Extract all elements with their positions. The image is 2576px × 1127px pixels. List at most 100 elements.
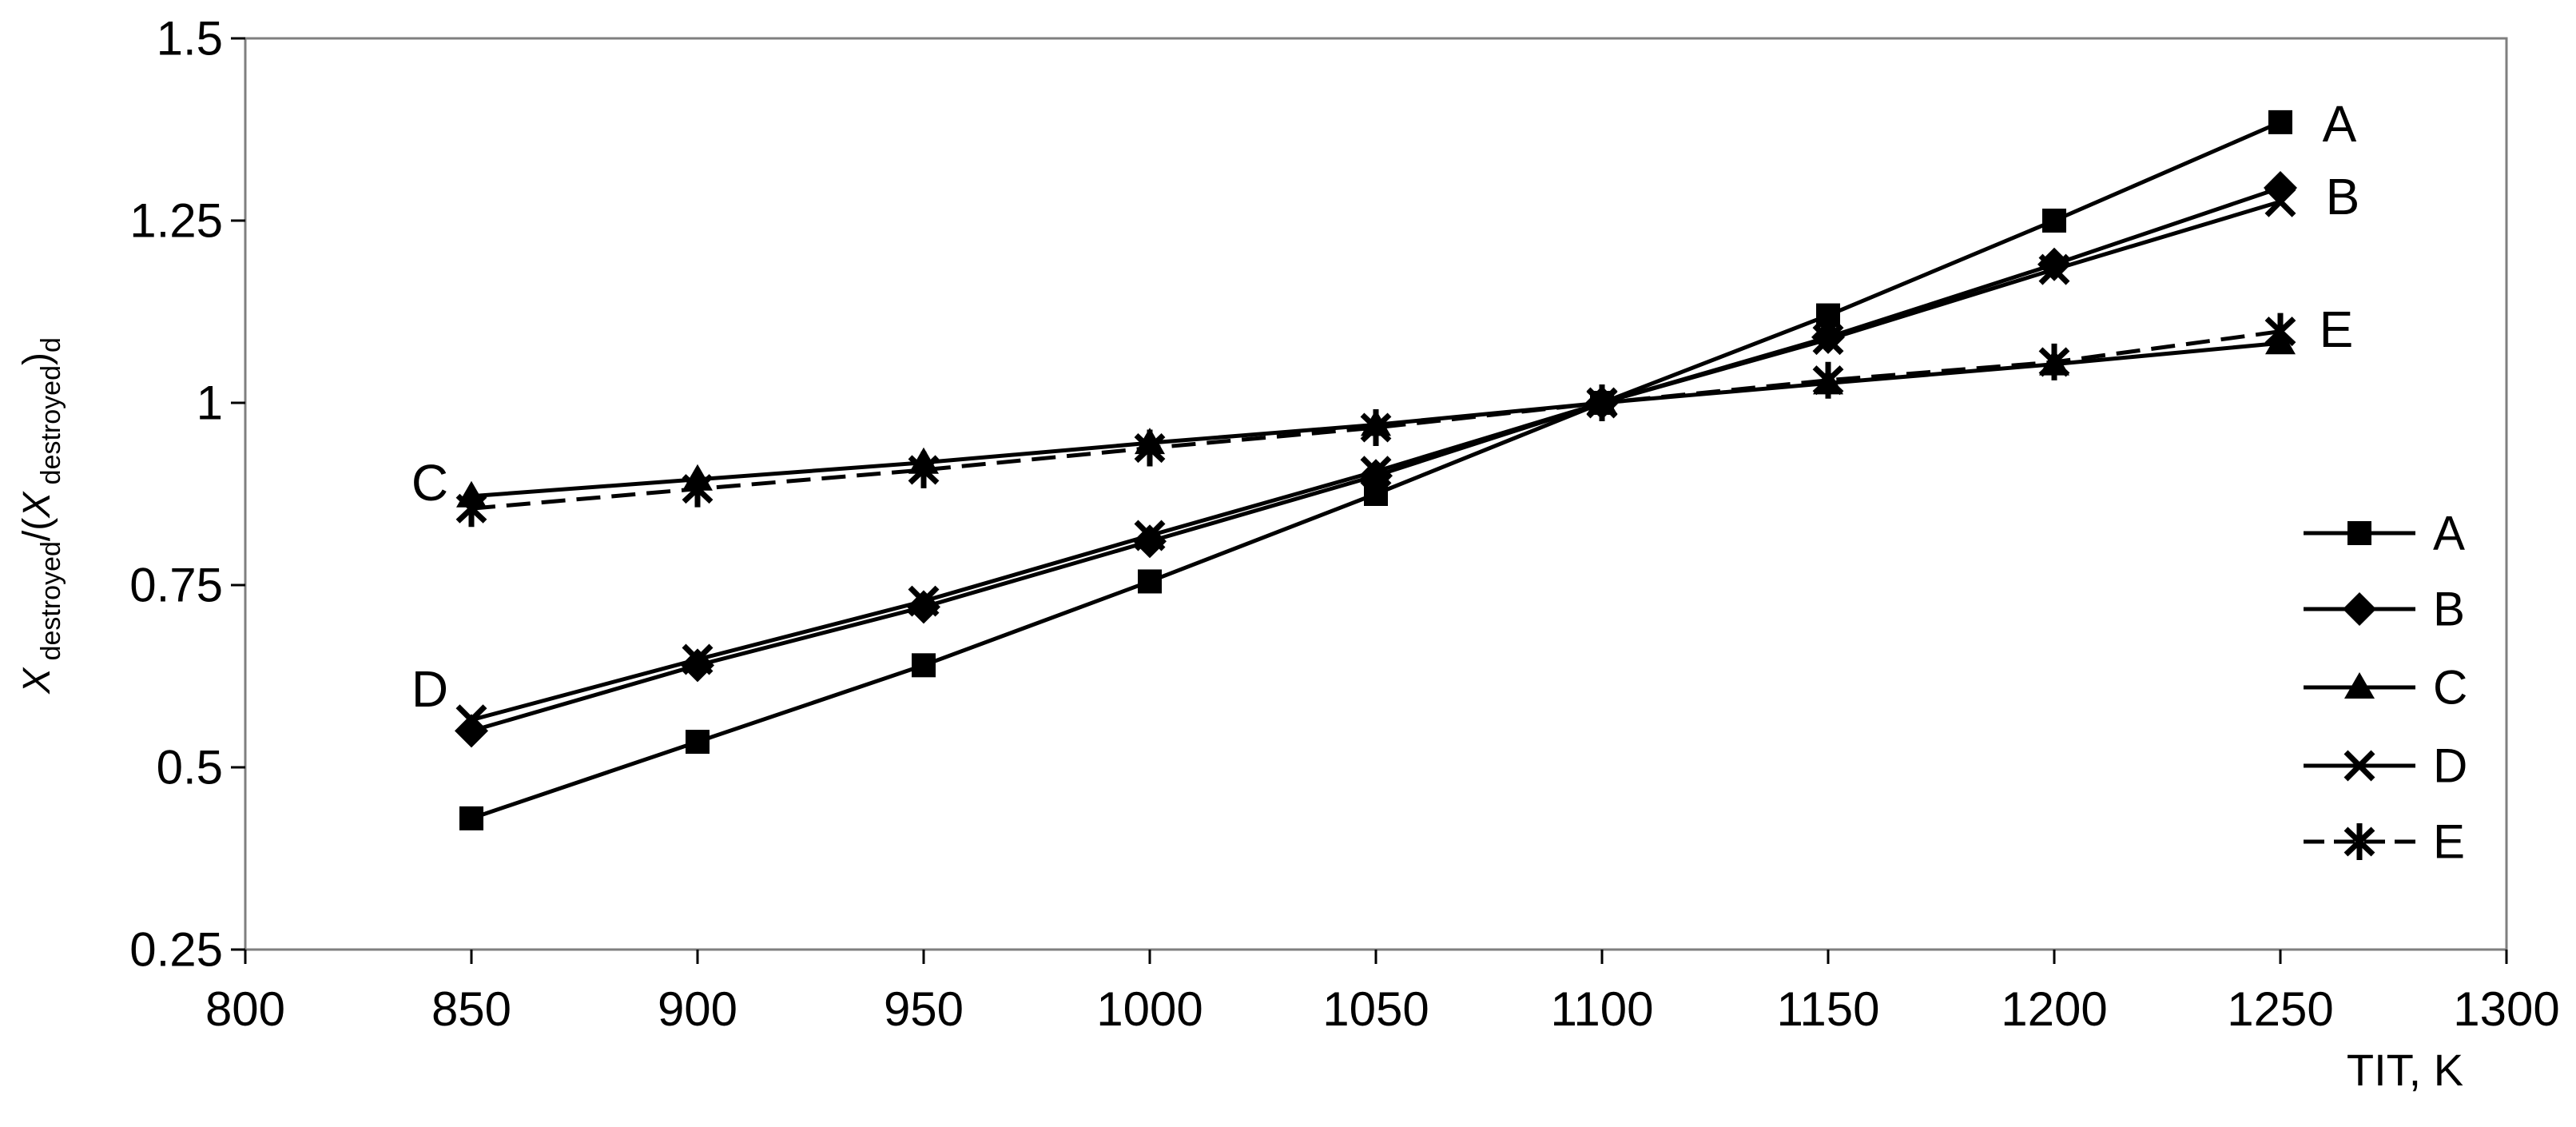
series-E-point-1150 — [1812, 361, 1844, 399]
x-marker-stroke — [1360, 456, 1392, 488]
legend-item-E: E — [2304, 815, 2465, 869]
x-tick-label-1150: 1150 — [1776, 982, 1879, 1036]
square-marker — [912, 653, 936, 678]
series-A-point-1250 — [2268, 110, 2292, 134]
diamond-marker — [2343, 592, 2376, 626]
series-A-point-1000 — [1138, 569, 1162, 594]
asterisk-marker-stroke — [908, 455, 940, 485]
series-E-point-1200 — [2038, 343, 2070, 380]
series-label-A: A — [2323, 95, 2357, 153]
legend-marker-B — [2343, 592, 2376, 626]
x-tick-label-1200: 1200 — [2001, 982, 2107, 1036]
legend-label-A: A — [2433, 507, 2465, 560]
series-E-point-1100 — [1586, 384, 1618, 421]
square-marker — [459, 806, 483, 830]
square-marker — [1138, 569, 1162, 594]
x-marker-stroke — [1812, 324, 1844, 356]
legend-item-C: C — [2304, 661, 2467, 715]
series-E-point-900 — [682, 470, 714, 508]
series-A-point-900 — [686, 730, 710, 755]
y-tick-label-0.75: 0.75 — [129, 559, 223, 612]
asterisk-marker-stroke — [2038, 347, 2070, 377]
square-marker — [2268, 110, 2292, 134]
x-marker-stroke — [908, 585, 940, 617]
series-label-B: B — [2326, 168, 2360, 225]
series-D-point-1000 — [1134, 520, 1166, 552]
x-tick-label-900: 900 — [658, 982, 737, 1036]
series-label-E: E — [2320, 301, 2354, 358]
x-tick-label-1300: 1300 — [2453, 982, 2559, 1036]
legend-marker-C — [2344, 672, 2375, 699]
y-axis: 0.25 0.5 0.75 1 1.25 1.5 — [129, 12, 245, 977]
x-tick-label-800: 800 — [205, 982, 285, 1036]
x-marker-stroke — [682, 643, 714, 675]
square-marker — [2347, 521, 2371, 545]
asterisk-marker-stroke — [455, 493, 487, 524]
y-tick-label-1.5: 1.5 — [157, 12, 223, 66]
legend-label-B: B — [2433, 583, 2465, 636]
legend-marker-A — [2347, 521, 2371, 545]
series-D-point-1150 — [1812, 324, 1844, 356]
series-D-point-1250 — [2264, 185, 2296, 217]
x-tick-label-1100: 1100 — [1550, 982, 1653, 1036]
x-marker-stroke — [1134, 520, 1166, 552]
x-marker-stroke — [2343, 750, 2375, 782]
legend-item-D: D — [2304, 739, 2467, 793]
asterisk-marker-stroke — [1360, 412, 1392, 443]
asterisk-marker-stroke — [682, 474, 714, 504]
legend-item-A: A — [2304, 507, 2465, 560]
series-E — [455, 313, 2296, 528]
series-E-point-1050 — [1360, 409, 1392, 447]
series-D-point-900 — [682, 643, 714, 675]
legend-label-D: D — [2433, 739, 2467, 793]
x-tick-label-850: 850 — [431, 982, 511, 1036]
square-marker — [686, 730, 710, 755]
legend-label-E: E — [2433, 815, 2465, 869]
series-B-point-850 — [455, 714, 488, 748]
x-marker-stroke — [2264, 185, 2296, 217]
triangle-marker — [2344, 672, 2375, 699]
asterisk-marker-stroke — [1812, 365, 1844, 396]
series-E-point-850 — [455, 490, 487, 528]
legend-marker-D — [2343, 750, 2375, 782]
asterisk-marker-stroke — [2264, 317, 2296, 347]
y-tick-label-1: 1 — [197, 376, 223, 430]
series-label-D: D — [411, 660, 448, 718]
legend-label-C: C — [2433, 661, 2467, 715]
y-tick-label-1.25: 1.25 — [129, 194, 223, 248]
x-tick-label-1050: 1050 — [1322, 982, 1429, 1036]
series-E-line — [471, 329, 2281, 511]
y-tick-label-0.5: 0.5 — [157, 741, 223, 794]
series-A-point-1200 — [2042, 209, 2066, 233]
series-label-C: C — [411, 454, 448, 512]
x-tick-label-1250: 1250 — [2227, 982, 2333, 1036]
series-E-point-950 — [908, 451, 940, 488]
series-D-point-1200 — [2038, 253, 2070, 285]
y-axis-title: X destroyed/(X destroyed)d — [16, 337, 66, 695]
y-tick-label-0.25: 0.25 — [129, 923, 223, 977]
series-D-point-950 — [908, 585, 940, 617]
x-marker-stroke — [455, 704, 487, 736]
series-D-point-850 — [455, 704, 487, 736]
asterisk-marker-stroke — [1134, 432, 1166, 464]
x-marker-stroke — [2038, 253, 2070, 285]
asterisk-marker-stroke — [2343, 826, 2375, 857]
series-A-point-950 — [912, 653, 936, 678]
series-E-point-1250 — [2264, 313, 2296, 350]
x-axis: 800 850 900 950 1000 1050 1100 1150 1200 1250 1300 — [205, 950, 2560, 1036]
square-marker — [2042, 209, 2066, 233]
x-axis-title: TIT, K — [2347, 1045, 2463, 1095]
x-tick-label-1000: 1000 — [1096, 982, 1203, 1036]
legend-item-B: B — [2304, 583, 2465, 636]
diamond-marker — [455, 714, 488, 748]
legend-marker-E — [2343, 823, 2375, 860]
x-tick-label-950: 950 — [884, 982, 964, 1036]
series-D-point-1050 — [1360, 456, 1392, 488]
series-A-point-850 — [459, 806, 483, 830]
asterisk-marker-stroke — [1586, 388, 1618, 418]
series-E-point-1000 — [1134, 429, 1166, 467]
